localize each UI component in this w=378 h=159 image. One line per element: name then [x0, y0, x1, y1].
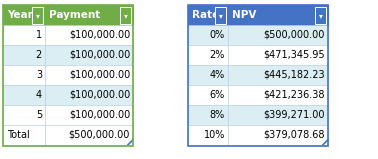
Bar: [188, 45, 228, 65]
Bar: [188, 125, 228, 145]
Bar: [32, 7, 43, 24]
Bar: [315, 7, 326, 24]
Bar: [228, 105, 328, 125]
Bar: [3, 85, 45, 105]
Text: $100,000.00: $100,000.00: [69, 110, 130, 120]
Bar: [45, 125, 133, 145]
Text: Payment: Payment: [49, 10, 100, 20]
Bar: [45, 25, 133, 45]
Bar: [45, 45, 133, 65]
Text: $100,000.00: $100,000.00: [69, 30, 130, 40]
Text: $471,345.95: $471,345.95: [263, 50, 325, 60]
Text: 8%: 8%: [210, 110, 225, 120]
Text: $445,182.23: $445,182.23: [263, 70, 325, 80]
Text: $100,000.00: $100,000.00: [69, 50, 130, 60]
Bar: [228, 85, 328, 105]
Text: Year: Year: [7, 10, 33, 20]
Bar: [3, 105, 45, 125]
Text: ▾: ▾: [218, 11, 222, 20]
Text: 2: 2: [36, 50, 42, 60]
Bar: [120, 7, 131, 24]
Bar: [215, 7, 226, 24]
Bar: [45, 5, 133, 26]
Bar: [3, 5, 133, 146]
Text: 2%: 2%: [210, 50, 225, 60]
Text: $421,236.38: $421,236.38: [263, 90, 325, 100]
Bar: [228, 25, 328, 45]
Text: $379,078.68: $379,078.68: [263, 130, 325, 140]
Bar: [228, 5, 328, 26]
Text: $100,000.00: $100,000.00: [69, 90, 130, 100]
Bar: [3, 45, 45, 65]
Bar: [188, 85, 228, 105]
Bar: [188, 25, 228, 45]
Text: 1: 1: [36, 30, 42, 40]
Text: 3: 3: [36, 70, 42, 80]
Text: ▾: ▾: [319, 11, 322, 20]
Bar: [228, 65, 328, 85]
Text: 10%: 10%: [204, 130, 225, 140]
Text: 6%: 6%: [210, 90, 225, 100]
Text: $100,000.00: $100,000.00: [69, 70, 130, 80]
Text: Total: Total: [7, 130, 30, 140]
Bar: [188, 5, 328, 146]
Text: $500,000.00: $500,000.00: [69, 130, 130, 140]
Bar: [188, 65, 228, 85]
Text: 4: 4: [36, 90, 42, 100]
Text: $399,271.00: $399,271.00: [263, 110, 325, 120]
Text: ▾: ▾: [36, 11, 39, 20]
Bar: [45, 65, 133, 85]
Bar: [228, 45, 328, 65]
Bar: [45, 105, 133, 125]
Bar: [228, 125, 328, 145]
Bar: [3, 25, 45, 45]
Bar: [188, 105, 228, 125]
Bar: [45, 85, 133, 105]
Text: 0%: 0%: [210, 30, 225, 40]
Text: 4%: 4%: [210, 70, 225, 80]
Text: 5: 5: [36, 110, 42, 120]
Bar: [188, 5, 228, 26]
Bar: [3, 125, 45, 145]
Text: Rate: Rate: [192, 10, 219, 20]
Bar: [3, 5, 45, 26]
Text: $500,000.00: $500,000.00: [263, 30, 325, 40]
Bar: [3, 65, 45, 85]
Text: ▾: ▾: [124, 11, 127, 20]
Text: NPV: NPV: [232, 10, 256, 20]
